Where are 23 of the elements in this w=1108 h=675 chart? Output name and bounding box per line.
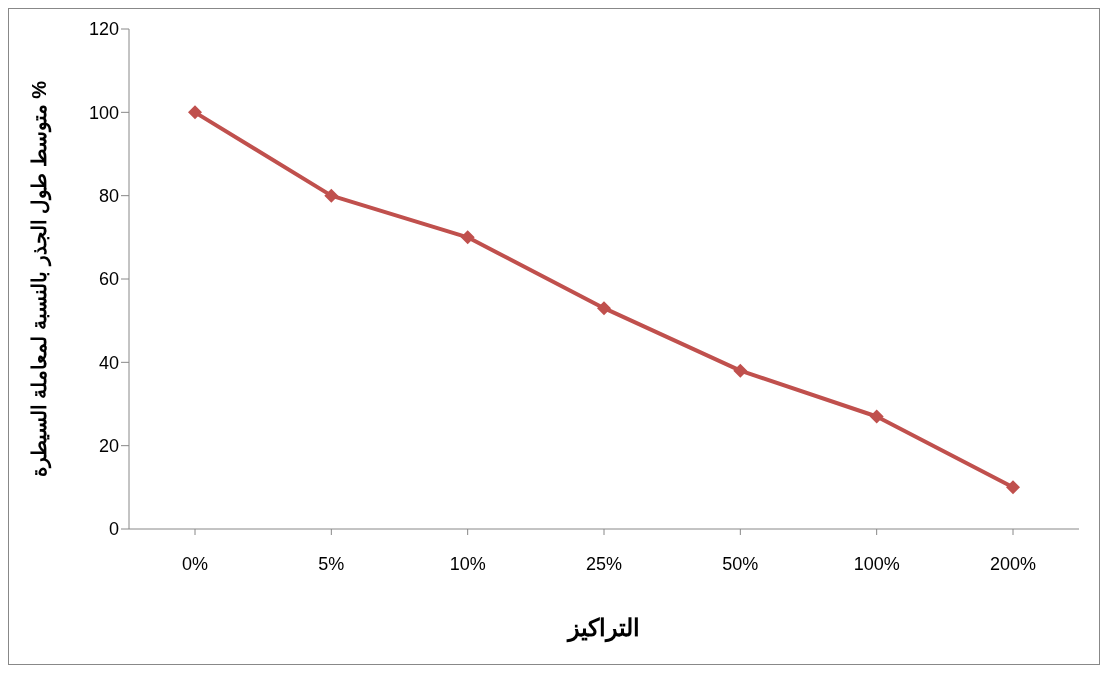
x-axis-title: التراكيز [566, 614, 640, 643]
y-tick-label: 60 [98, 269, 119, 290]
x-tick-label: 200% [989, 553, 1037, 574]
point [1006, 480, 1020, 495]
x-tick-label: 10% [449, 553, 486, 574]
point [188, 105, 202, 120]
x-tick-label: 25% [585, 553, 623, 574]
point [460, 230, 475, 245]
point [733, 363, 748, 378]
x-tick-label: 0% [181, 553, 209, 574]
x-tick-label: 50% [722, 553, 759, 574]
y-tick-label: 20 [98, 436, 119, 457]
x-tick-label: 5% [318, 553, 345, 574]
point [597, 301, 611, 316]
y-tick-label: 120 [88, 19, 119, 40]
x-tick-label: 100% [853, 553, 900, 574]
y-tick-label: 40 [98, 352, 119, 373]
point [869, 409, 884, 424]
y-tick-label: 0 [108, 519, 119, 540]
y-axis-title: متوسط طول الجذر بالنسبة لمعاملة السيطرة % [28, 80, 53, 478]
y-tick-label: 80 [98, 186, 119, 207]
point [324, 188, 339, 203]
y-tick-label: 100 [88, 102, 119, 123]
